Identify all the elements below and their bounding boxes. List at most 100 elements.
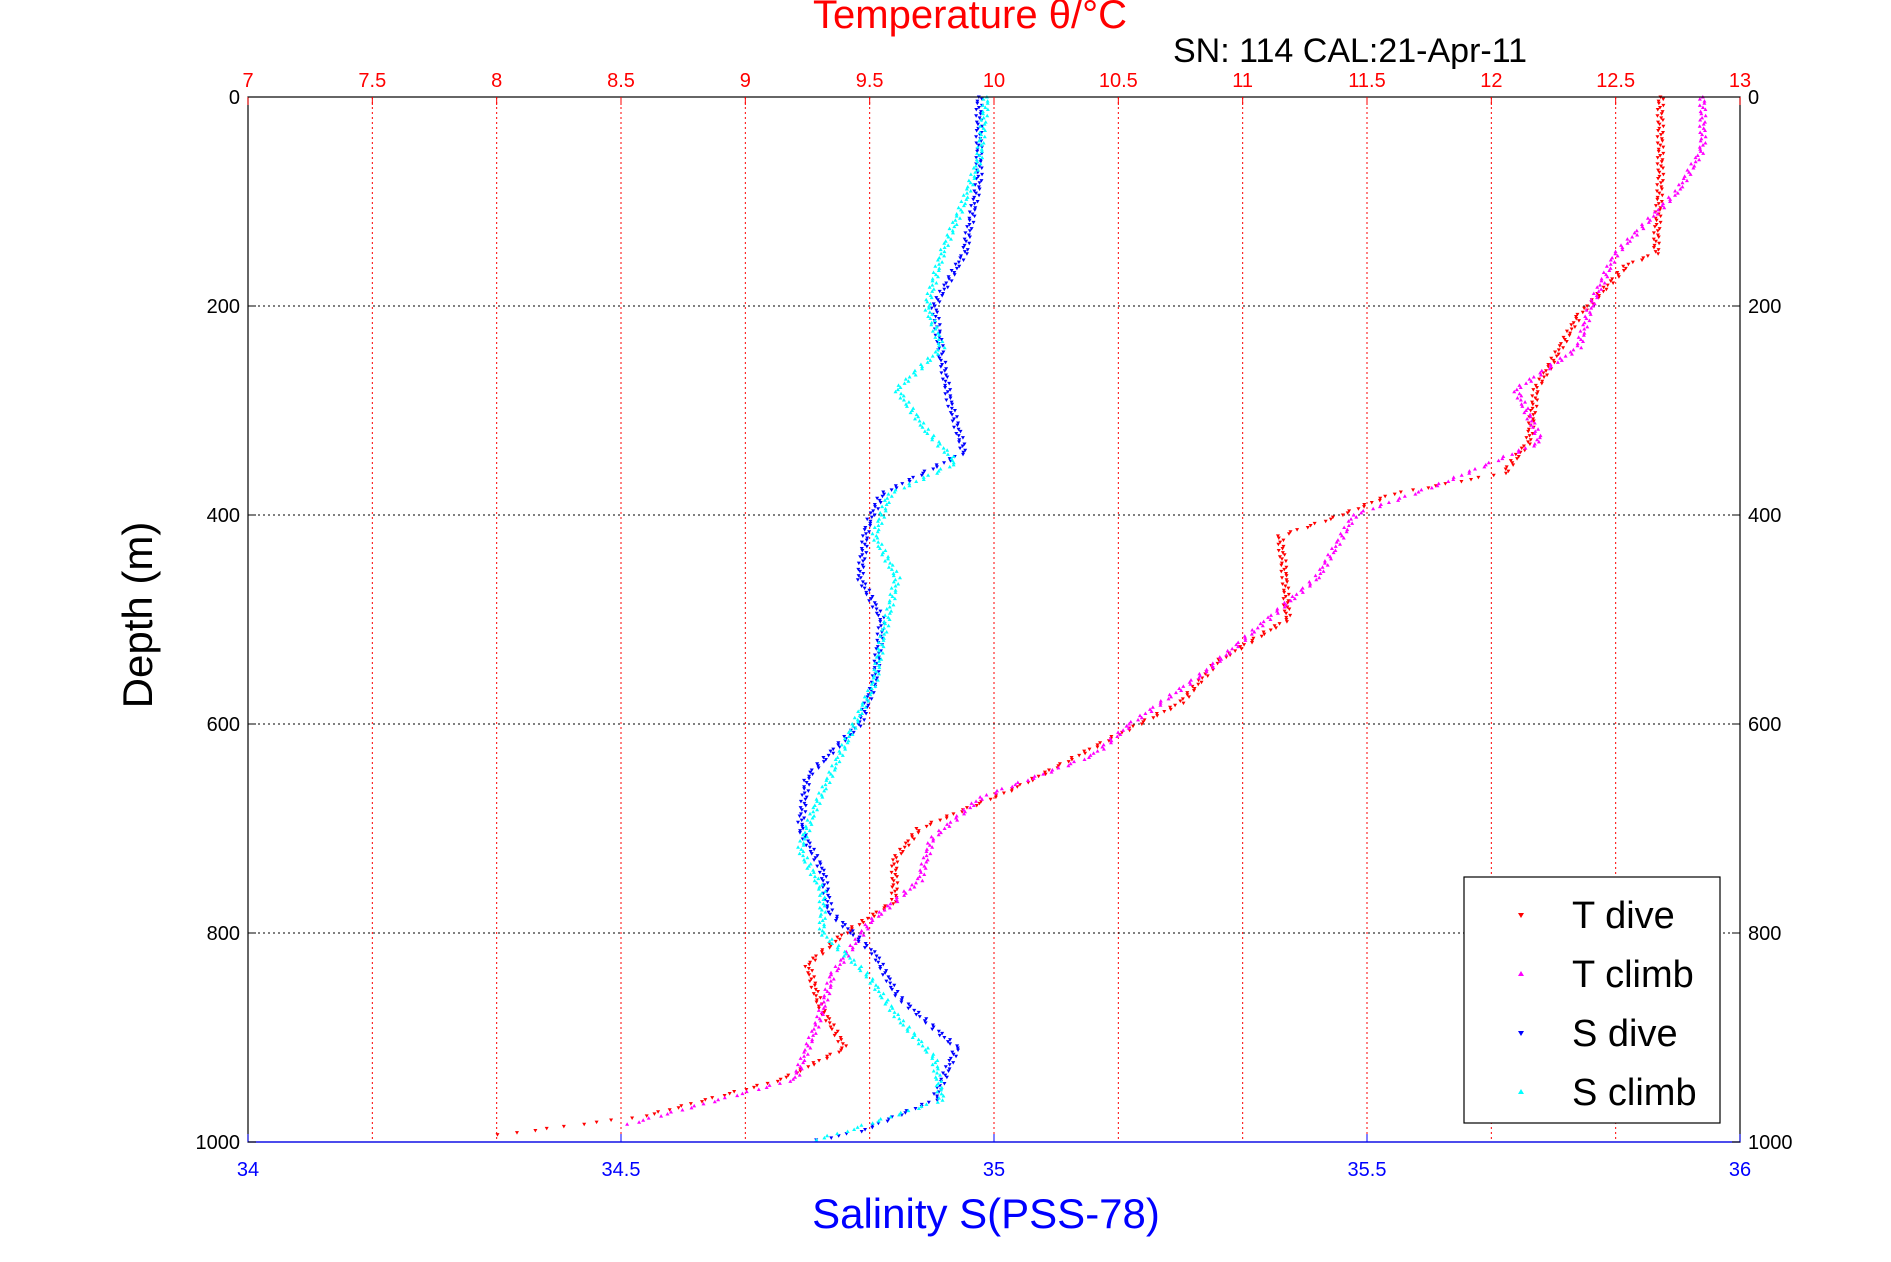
depth-tick-label-left: 0 (229, 87, 240, 109)
data-point (801, 849, 806, 853)
data-point (1178, 699, 1183, 704)
data-point (1525, 406, 1530, 410)
data-point (980, 172, 985, 177)
depth-tick-label-right: 1000 (1748, 1132, 1793, 1154)
data-point (1519, 446, 1524, 451)
data-point (1087, 755, 1092, 759)
data-point (544, 1126, 549, 1131)
data-point (943, 373, 948, 377)
data-point (1189, 678, 1194, 682)
data-point (1210, 661, 1215, 665)
data-point (1280, 576, 1285, 580)
data-point (1322, 561, 1327, 565)
data-point (798, 1064, 803, 1069)
data-point (883, 558, 888, 563)
depth-tick-label-left: 1000 (196, 1132, 241, 1154)
data-point (1261, 619, 1266, 624)
data-point (822, 788, 827, 793)
data-point (1282, 604, 1287, 609)
data-point (1205, 674, 1210, 678)
data-point (869, 682, 874, 686)
data-point (961, 452, 966, 457)
data-point (921, 475, 926, 479)
data-point (875, 645, 880, 649)
data-point (1128, 719, 1133, 724)
data-point (811, 868, 816, 872)
data-point (1329, 546, 1334, 550)
data-point (1656, 252, 1661, 256)
data-point (919, 473, 924, 478)
data-point (1655, 197, 1660, 202)
data-point (819, 877, 824, 881)
data-point (1250, 638, 1255, 643)
data-point (901, 393, 906, 398)
data-point (859, 707, 864, 711)
data-point (919, 1102, 924, 1107)
data-point (925, 356, 930, 360)
data-point (1516, 450, 1521, 454)
data-point (859, 928, 864, 933)
data-point (889, 494, 894, 498)
data-point (864, 544, 869, 549)
data-point (908, 410, 913, 415)
data-point (935, 274, 940, 279)
data-point (1192, 686, 1197, 691)
data-point (892, 596, 897, 601)
data-point (828, 985, 833, 989)
data-point (826, 893, 831, 898)
data-point (1575, 341, 1580, 346)
data-point (1659, 164, 1664, 168)
data-point (1535, 437, 1540, 442)
data-point (1276, 542, 1281, 547)
data-point (1590, 299, 1595, 304)
legend-label: T dive (1572, 895, 1675, 937)
data-point (826, 910, 831, 915)
data-point (958, 446, 963, 451)
data-point (751, 1085, 756, 1090)
data-point (913, 1107, 918, 1111)
data-point (825, 904, 830, 908)
data-point (828, 749, 833, 754)
data-point (798, 829, 803, 833)
data-point (951, 812, 956, 816)
data-point (930, 1023, 935, 1027)
data-point (930, 435, 935, 440)
data-point (803, 964, 808, 969)
data-point (906, 1006, 911, 1011)
data-point (821, 1012, 826, 1017)
data-point (964, 197, 969, 201)
data-point (812, 858, 817, 862)
data-point (836, 741, 841, 745)
data-point (1362, 503, 1367, 507)
data-point (1703, 128, 1708, 132)
data-point (875, 535, 880, 540)
data-point (1532, 441, 1537, 446)
data-point (912, 837, 917, 841)
data-point (1198, 673, 1203, 678)
data-point (876, 507, 881, 511)
data-point (1657, 191, 1662, 196)
data-point (840, 925, 845, 929)
data-point (1338, 542, 1343, 546)
data-point (950, 220, 955, 224)
data-point (804, 781, 809, 785)
data-point (899, 852, 904, 856)
data-point (934, 281, 939, 285)
data-point (940, 363, 945, 367)
data-point (1673, 193, 1678, 197)
data-point (886, 492, 891, 496)
data-point (810, 772, 815, 777)
data-point (902, 485, 907, 490)
data-point (1616, 273, 1621, 277)
legend-label: S dive (1572, 1013, 1678, 1055)
data-point (1196, 676, 1201, 680)
data-point (1578, 329, 1583, 333)
data-point (971, 166, 976, 170)
data-point (862, 694, 867, 699)
data-point (913, 416, 918, 421)
data-point (932, 304, 937, 308)
data-point (938, 247, 943, 252)
data-point (1701, 126, 1706, 130)
data-point (930, 289, 935, 293)
